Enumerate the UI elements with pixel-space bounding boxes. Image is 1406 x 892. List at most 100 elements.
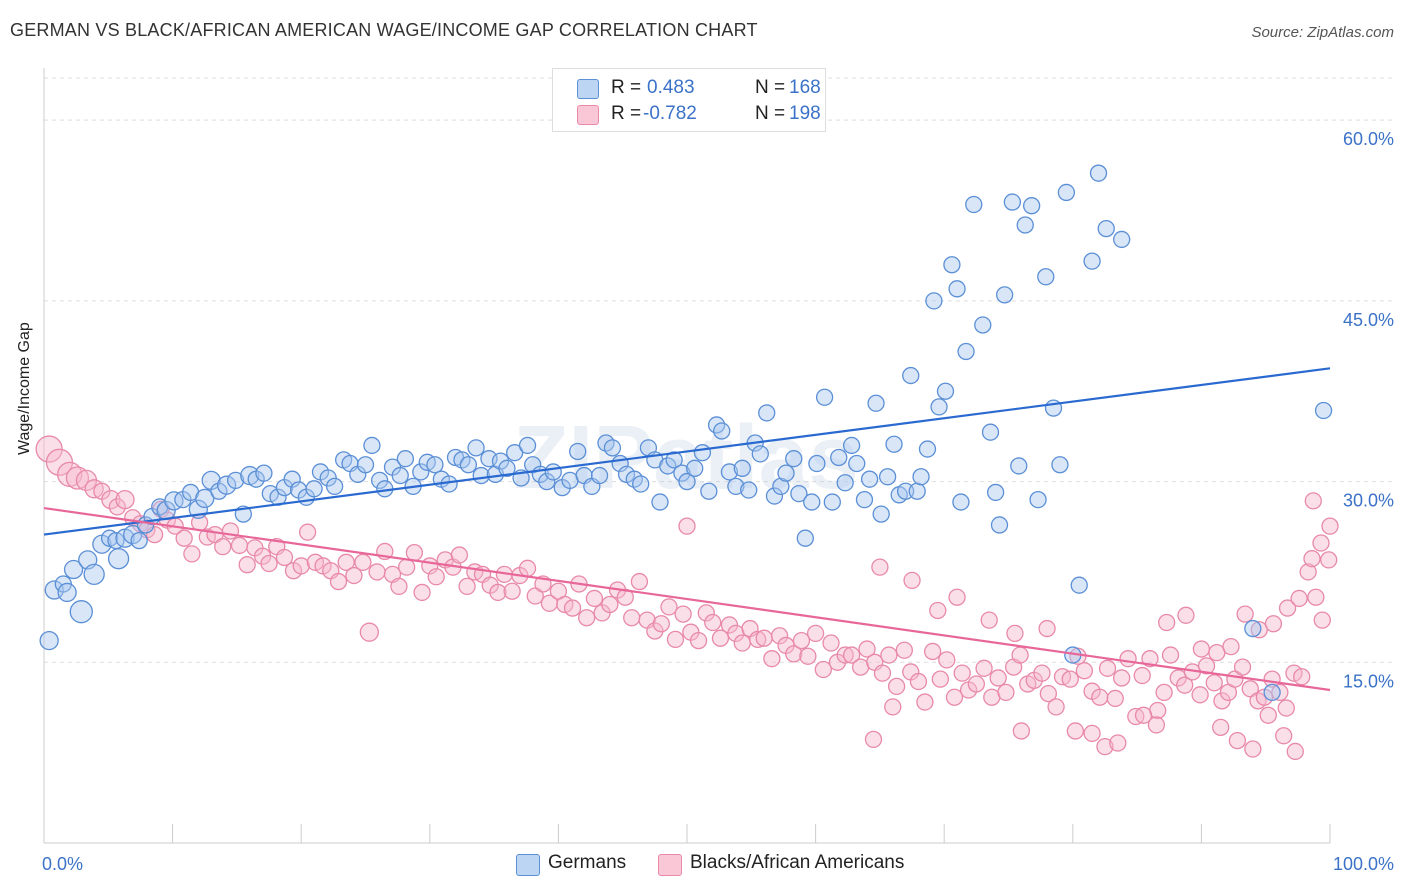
black-point [997,683,1015,702]
german-point [974,316,992,334]
legend-r-value: -0.782 [643,103,697,124]
black-point [1098,659,1117,677]
correlation-legend: R = 0.483 N = 168 R = -0.782 N = 198 [552,68,826,132]
german-point [878,468,897,486]
black-point [1191,686,1209,704]
black-point [1176,676,1194,694]
german-point [1244,619,1262,638]
black-point [518,559,537,577]
german-point [651,493,669,511]
black-point [1155,683,1173,702]
legend-swatch-blue [516,854,540,876]
black-point [214,537,232,556]
black-point [806,624,825,643]
german-point [836,474,854,492]
german-point [965,195,983,214]
black-point [1303,550,1321,568]
german-point [995,286,1014,304]
black-point [1075,662,1094,680]
black-point [221,522,240,540]
black-point [1119,650,1137,668]
black-point [183,545,201,563]
black-point [884,698,902,716]
black-point [975,659,993,677]
black-point [895,641,913,659]
german-point [210,482,228,500]
black-point [1091,688,1109,706]
black-point [938,651,956,669]
black-point [989,669,1007,687]
german-point [370,471,389,490]
black-point [909,672,928,691]
german-point [1089,164,1108,182]
german-point [700,482,718,500]
german-point [720,463,739,481]
black-point [733,634,751,652]
black-point [1321,517,1339,535]
german-point [164,491,184,511]
german-point [936,382,955,400]
black-point [503,582,521,600]
german-point [740,481,758,499]
black-point [704,613,722,632]
black-point [1278,599,1297,617]
black-point [1133,666,1151,685]
black-point [413,583,431,602]
german-point [603,439,622,457]
german-point [83,563,105,585]
german-point [63,559,84,580]
black-point [1106,689,1124,708]
black-point [967,675,985,693]
black-point [1205,674,1223,692]
trend-lines [43,367,1331,692]
black-point [931,670,949,688]
black-point [1012,722,1031,740]
black-point [578,609,596,627]
german-point [686,459,704,477]
german-point [123,524,143,545]
black-point [1006,624,1024,643]
german-point [796,529,814,547]
black-point [329,572,348,591]
german-point [733,459,751,477]
german-point [226,471,245,490]
legend-label-blacks: Blacks/African Americans [690,852,905,873]
black-point [405,544,424,562]
german-point [1314,401,1333,420]
german-point [1003,193,1022,211]
german-point [305,480,323,498]
black-point [458,577,476,596]
german-point [952,493,970,511]
legend-r-value: 0.483 [647,77,695,98]
black-point [770,627,789,645]
german-point [467,439,485,457]
black-point [175,529,193,547]
black-point [1158,613,1176,632]
german-point [1113,230,1131,249]
tick-labels: 15.0% 30.0% 45.0% 60.0% 0.0% 100.0% [42,129,1394,874]
german-point [918,440,937,458]
y-axis-label: Wage/Income Gap [16,322,33,455]
german-point [426,456,444,474]
black-point [1134,706,1153,724]
black-point [359,622,380,642]
black-point [678,517,696,535]
black-point [390,577,408,596]
black-point [1083,724,1101,743]
black-point [1244,740,1262,758]
black-point [822,634,840,652]
german-point [1083,252,1101,270]
german-point [1263,683,1281,702]
black-point [689,631,708,650]
black-point [1066,722,1085,740]
black-point [903,571,921,590]
black-point [1304,492,1322,510]
german-point [356,456,375,474]
y-tick-label: 60.0% [1343,129,1394,149]
german-point [765,487,784,505]
german-point [396,450,415,468]
black-point [526,587,544,605]
black-point [864,730,883,749]
black-point [1299,563,1317,581]
german-point [283,470,301,488]
